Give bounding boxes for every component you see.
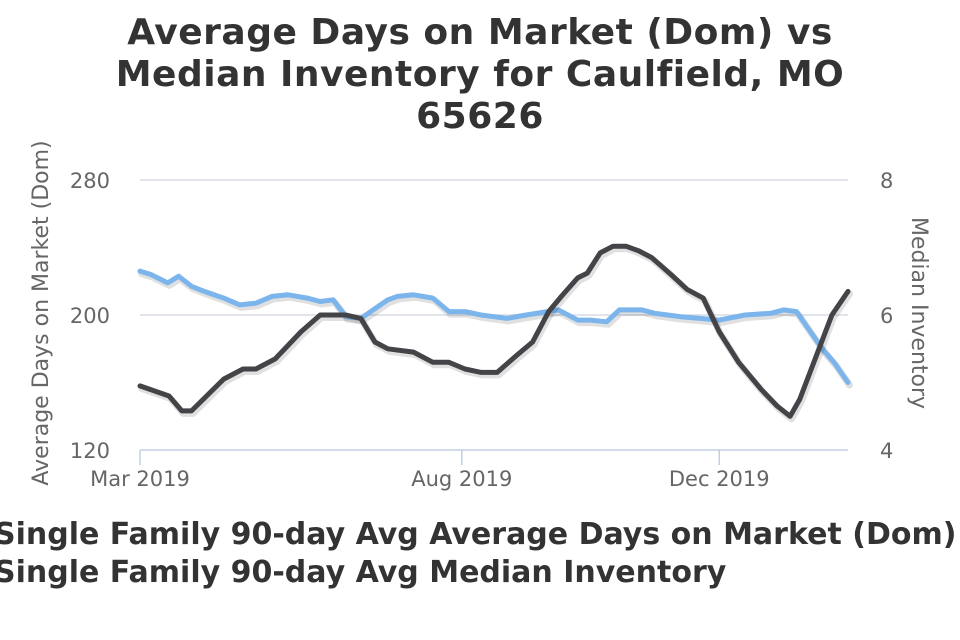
y-right-tick-label-6: 6 xyxy=(880,304,893,328)
series-line-0 xyxy=(137,268,851,385)
y-axis-left-title: Average Days on Market (Dom) xyxy=(29,140,54,485)
x-tick-label-2: Dec 2019 xyxy=(669,467,770,491)
y-left-tick-label-280: 280 xyxy=(70,169,110,193)
y-right-tick-label-8: 8 xyxy=(880,169,893,193)
axes: 120 200 280 4 6 8 Mar 2019 Aug 2019 Dec 2019 xyxy=(70,169,893,491)
legend-item-inventory[interactable]: Single Family 90-day Avg Median Inventor… xyxy=(0,555,727,590)
y-right-tick-label-4: 4 xyxy=(880,439,893,463)
y-left-tick-label-200: 200 xyxy=(70,304,110,328)
x-tick-label-1: Aug 2019 xyxy=(411,467,512,491)
series-lines xyxy=(137,243,853,423)
chart-title-line-2: Median Inventory for Caulfield, MO xyxy=(115,54,845,95)
y-left-tick-label-120: 120 xyxy=(70,439,110,463)
legend-item-dom[interactable]: Single Family 90-day Avg Average Days on… xyxy=(0,517,957,552)
y-axis-right-title: Median Inventory xyxy=(906,217,931,409)
chart-title: Average Days on Market (Dom) vs Median I… xyxy=(0,12,960,138)
series-shadow-1 xyxy=(138,245,853,423)
grid-lines xyxy=(140,179,848,316)
chart-title-line-3: 65626 xyxy=(416,96,544,137)
x-tick-label-0: Mar 2019 xyxy=(90,467,190,491)
chart-title-line-1: Average Days on Market (Dom) vs xyxy=(127,12,833,53)
series-line-1 xyxy=(137,243,851,419)
legend: Single Family 90-day Avg Average Days on… xyxy=(0,516,960,592)
